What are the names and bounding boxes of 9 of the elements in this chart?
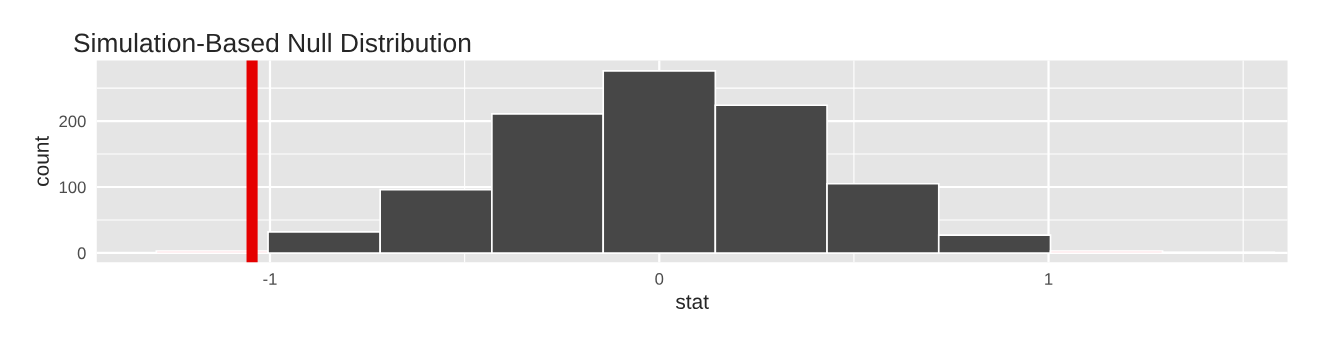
x-tick-label: 0 xyxy=(655,273,664,285)
y-tick-label: 200 xyxy=(59,115,86,128)
x-axis-title: stat xyxy=(675,295,709,310)
x-tick-label: 1 xyxy=(1045,273,1053,285)
x-tick-label: -1 xyxy=(263,273,277,285)
chart-title: Simulation-Based Null Distribution xyxy=(74,32,471,53)
y-tick-label: 100 xyxy=(59,181,86,194)
y-axis-title: count xyxy=(35,135,49,186)
y-tick-label: 0 xyxy=(77,247,86,260)
